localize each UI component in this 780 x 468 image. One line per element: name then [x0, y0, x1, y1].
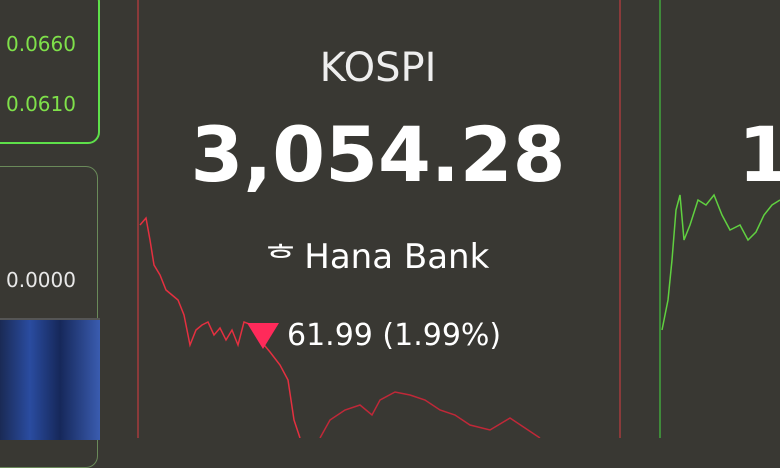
hana-logo-icon: ᄒ — [265, 240, 297, 280]
sponsor-logo: ᄒ Hana Bank — [265, 232, 489, 281]
rate-panel — [0, 0, 100, 144]
index-name: KOSPI — [319, 45, 437, 91]
sponsor-name: Hana Bank — [304, 236, 490, 277]
index-change: 61.99 (1.99%) — [287, 318, 502, 353]
kosdaq-price-line — [661, 193, 780, 331]
rate-value: 0.0660 — [6, 32, 76, 56]
rate-value: 0.0000 — [6, 268, 76, 292]
index-charts — [137, 0, 780, 438]
kospi-secondary-line — [319, 391, 541, 438]
kospi-price-line — [139, 216, 301, 438]
foreground-monitor — [0, 318, 100, 440]
index-value: 3,054.28 — [190, 110, 566, 199]
rate-value: 0.0610 — [6, 92, 76, 116]
second-index-value: 1 — [738, 110, 780, 199]
down-triangle-icon — [247, 323, 279, 349]
